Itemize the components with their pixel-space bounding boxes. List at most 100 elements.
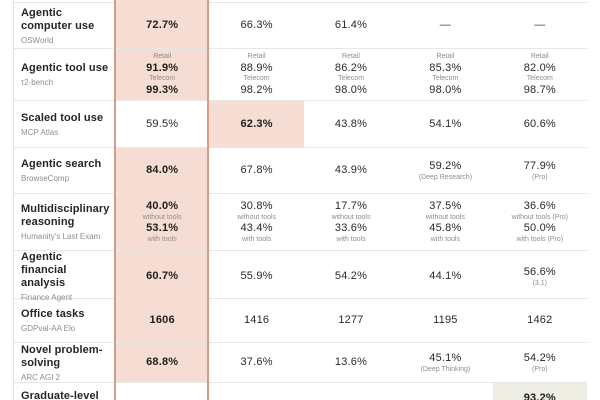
score-cell: 59.2% (Deep Research): [398, 148, 492, 193]
score-value: 30.8%: [240, 200, 273, 212]
score-note: with tools: [336, 236, 366, 243]
score-cell: 1462: [493, 299, 587, 342]
score-cell: Retail 88.9% Telecom 98.2%: [209, 49, 303, 100]
score-cell: —: [493, 3, 587, 48]
score-note: (Deep Thinking): [420, 365, 471, 373]
table-row: Novel problem-solving ARC AGI 2 68.8% 37…: [13, 342, 587, 382]
score-value: 1195: [433, 314, 458, 326]
benchmark-name: BrowseComp: [21, 174, 70, 183]
score-value: 66.3%: [240, 19, 273, 31]
score-note: Telecom: [526, 74, 553, 82]
score-cell: 54.2% (Pro): [493, 343, 587, 382]
score-value: 77.9%: [523, 159, 556, 172]
score-value: 62.3%: [240, 117, 273, 130]
score-value: 1277: [338, 314, 364, 326]
table-left-border: [13, 0, 14, 400]
score-cell: 30.8% without tools 43.4% with tools: [209, 194, 303, 250]
score-value: —: [534, 19, 546, 31]
score-value: 54.2%: [334, 270, 368, 282]
score-value: 53.1%: [146, 222, 179, 234]
score-value: 99.3%: [146, 83, 179, 96]
score-cell: 45.1% (Deep Thinking): [398, 343, 492, 382]
score-value: 98.0%: [334, 83, 368, 96]
score-value: 45.1%: [429, 351, 462, 364]
score-value: 60.7%: [146, 270, 179, 282]
benchmark-name: τ2-bench: [21, 78, 54, 87]
table-top-divider: [13, 2, 587, 3]
score-cell: 60.6%: [493, 101, 587, 147]
row-header: Office tasks GDPval-AA Elo: [13, 299, 115, 342]
benchmark-name: Humanity's Last Exam: [21, 232, 101, 241]
score-value: 59.5%: [146, 117, 179, 130]
score-cell: 1416: [209, 299, 303, 342]
score-value: 93.2%: [523, 392, 556, 400]
row-header: Graduate-level: [13, 383, 115, 400]
score-value: 60.6%: [523, 117, 556, 130]
score-cell: 59.5%: [115, 101, 209, 147]
score-value: 54.2%: [523, 351, 556, 364]
row-header: Agentic search BrowseComp: [13, 148, 115, 193]
score-value: 13.6%: [334, 356, 368, 368]
score-cell: —: [398, 3, 492, 48]
score-cell: [209, 383, 303, 400]
score-value: 45.8%: [429, 222, 462, 234]
row-label: Scaled tool use: [21, 111, 104, 124]
score-value: 37.6%: [240, 356, 273, 368]
row-header: Scaled tool use MCP Atlas: [13, 101, 115, 147]
score-note: without tools: [237, 214, 277, 221]
score-cell: 66.3%: [209, 3, 303, 48]
score-cell: 37.6%: [209, 343, 303, 382]
score-cell: 77.9% (Pro): [493, 148, 587, 193]
score-value: 91.9%: [146, 61, 179, 74]
score-cell: 37.5% without tools 45.8% with tools: [398, 194, 492, 250]
table-row: Scaled tool use MCP Atlas 59.5% 62.3% 43…: [13, 100, 587, 147]
score-cell: 93.2%: [492, 383, 587, 400]
row-header: Agentic financial analysis Finance Agent: [13, 251, 115, 302]
score-value: 98.0%: [429, 83, 462, 96]
score-cell: 1606: [115, 299, 210, 342]
score-note: with tools: [430, 236, 460, 243]
score-note: Retail: [153, 52, 172, 60]
score-note: with tools: [242, 236, 272, 243]
score-cell: 1277: [304, 299, 398, 342]
score-value: 43.8%: [334, 117, 368, 130]
score-value: 36.6%: [523, 200, 556, 212]
score-value: 85.3%: [429, 61, 462, 74]
score-note: without tools: [425, 214, 465, 221]
score-value: —: [439, 19, 451, 31]
score-cell: 55.9%: [209, 251, 303, 302]
row-label: Agentic computer use: [21, 6, 95, 32]
score-value: 55.9%: [240, 270, 273, 282]
score-value: 43.9%: [334, 164, 368, 176]
score-cell: Retail 86.2% Telecom 98.0%: [304, 49, 398, 100]
score-note: Telecom: [149, 74, 176, 82]
score-cell: [115, 383, 209, 400]
row-label: Agentic search: [21, 158, 102, 170]
score-note: without tools: [331, 214, 371, 221]
row-label: Agentic financial analysis: [21, 251, 67, 289]
score-value: 37.5%: [429, 200, 462, 212]
score-value: 72.7%: [146, 19, 179, 31]
score-cell: [304, 383, 398, 400]
score-cell: 43.9%: [304, 148, 398, 193]
score-value: 17.7%: [334, 200, 368, 212]
score-value: 33.6%: [334, 222, 368, 234]
score-cell: 68.8%: [115, 343, 210, 382]
row-header: Agentic tool use τ2-bench: [13, 49, 115, 100]
score-note: Retail: [436, 52, 455, 60]
score-value: 1606: [149, 314, 175, 326]
score-note: Telecom: [337, 74, 365, 82]
score-value: 61.4%: [334, 19, 368, 31]
table-row: Agentic tool use τ2-bench Retail 91.9% T…: [13, 48, 587, 100]
table-row: Graduate-level 93.2%: [13, 382, 587, 400]
score-cell: 72.7%: [115, 3, 210, 48]
score-value: 56.6%: [523, 265, 556, 278]
benchmark-name: Finance Agent: [21, 293, 73, 302]
score-note: without tools (Pro): [511, 214, 568, 221]
score-cell: Retail 85.3% Telecom 98.0%: [398, 49, 492, 100]
score-cell: 61.4%: [304, 3, 398, 48]
score-cell: 84.0%: [115, 148, 210, 193]
score-cell: 36.6% without tools (Pro) 50.0% with too…: [493, 194, 587, 250]
score-value: 98.7%: [523, 83, 556, 96]
